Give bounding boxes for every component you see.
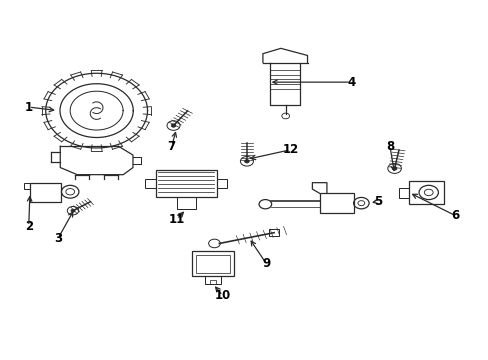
Text: 6: 6 (450, 209, 459, 222)
Bar (216, 179, 227, 188)
Text: 8: 8 (385, 140, 393, 153)
Text: 11: 11 (168, 213, 184, 226)
Bar (319, 193, 353, 213)
Text: 9: 9 (262, 257, 270, 270)
Circle shape (391, 167, 396, 170)
Circle shape (171, 124, 176, 127)
Text: 12: 12 (282, 143, 298, 156)
Bar (30, 183, 61, 202)
Circle shape (71, 209, 75, 212)
Bar (269, 229, 278, 236)
Text: 4: 4 (346, 76, 355, 89)
Text: 1: 1 (24, 100, 33, 113)
Bar (209, 280, 216, 284)
Circle shape (244, 159, 249, 163)
Bar (145, 179, 156, 188)
Bar (196, 256, 229, 273)
Bar (408, 181, 443, 204)
Text: 3: 3 (54, 232, 62, 245)
Text: 2: 2 (24, 220, 33, 233)
Bar (156, 170, 216, 197)
Bar (398, 188, 408, 198)
Bar (192, 251, 233, 276)
Text: 5: 5 (373, 195, 381, 208)
Bar (205, 276, 220, 284)
Text: 7: 7 (167, 140, 176, 153)
Text: 10: 10 (214, 289, 230, 302)
Bar (24, 183, 30, 189)
Bar (176, 197, 196, 210)
